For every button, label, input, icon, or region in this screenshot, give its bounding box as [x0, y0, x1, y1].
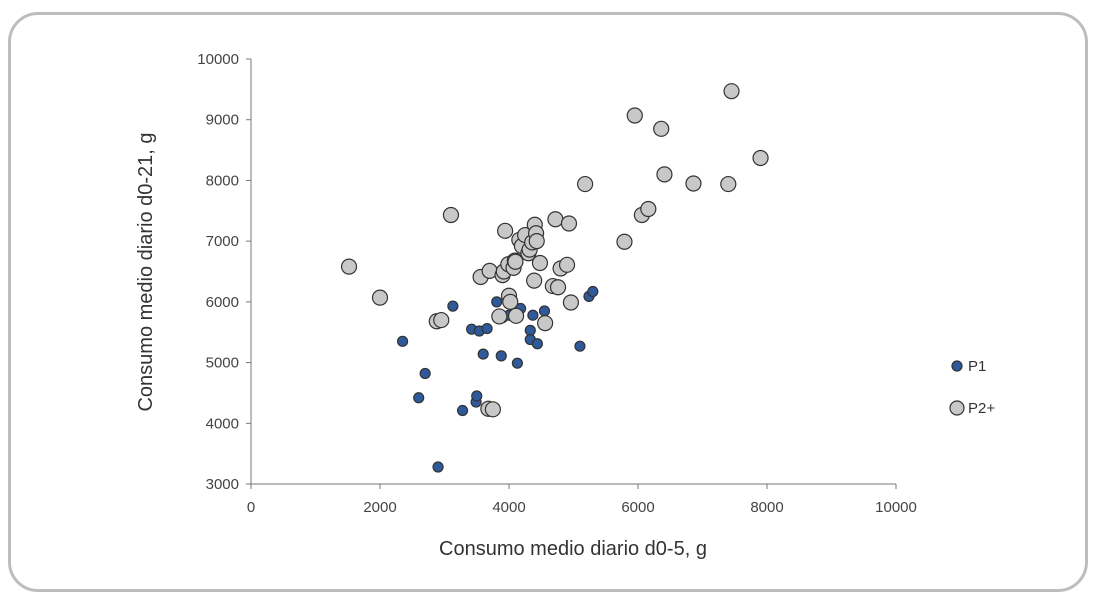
point-series-1-43	[640, 200, 657, 218]
point-series-1-41	[626, 107, 643, 124]
point-series-1-0	[340, 258, 358, 275]
point-series-1-47	[720, 175, 737, 193]
point-series-0-26	[587, 285, 599, 298]
y-tick-label: 3000	[206, 476, 239, 493]
point-series-0-13	[495, 350, 507, 362]
point-series-1-30	[531, 254, 549, 272]
legend-label-0: P1	[968, 358, 986, 375]
point-series-1-49	[752, 149, 769, 167]
point-series-0-24	[574, 340, 586, 352]
point-series-0-2	[419, 367, 431, 380]
data-points	[340, 83, 769, 473]
point-series-1-44	[653, 120, 670, 137]
x-tick-label: 2000	[363, 499, 396, 516]
y-tick-label: 8000	[206, 172, 239, 189]
legend-marker-0	[951, 360, 963, 372]
legend: P1 P2+	[949, 358, 995, 417]
x-tick-label: 4000	[492, 499, 525, 516]
point-series-0-12	[491, 296, 503, 308]
y-tick-label: 9000	[206, 112, 239, 129]
point-series-0-3	[432, 461, 444, 473]
point-series-1-12	[497, 222, 514, 239]
point-series-0-0	[396, 335, 409, 347]
point-series-0-22	[531, 338, 543, 350]
legend-label-1: P2+	[968, 400, 995, 417]
point-series-1-33	[547, 211, 564, 228]
scatter-chart: 3000 4000 5000 6000 7000 8000 9000 10000 0 2000 40…	[135, 51, 995, 560]
point-series-0-1	[413, 392, 425, 404]
y-tick-label: 10000	[197, 51, 239, 68]
point-series-1-3	[433, 311, 450, 329]
point-series-0-4	[447, 300, 459, 312]
point-series-1-45	[656, 166, 673, 183]
point-series-1-4	[442, 206, 460, 224]
y-tick-label: 7000	[206, 233, 239, 250]
point-series-0-19	[524, 324, 536, 336]
point-series-1-48	[723, 83, 740, 100]
point-series-1-34	[549, 279, 567, 296]
x-tick-label: 8000	[750, 499, 783, 516]
point-series-1-46	[685, 175, 702, 192]
point-series-0-5	[456, 404, 469, 417]
point-series-1-8	[484, 401, 501, 418]
point-series-0-11	[481, 322, 493, 335]
point-series-0-8	[471, 390, 483, 402]
y-tick-label: 6000	[206, 294, 239, 311]
point-series-1-26	[526, 272, 543, 289]
point-series-1-39	[577, 175, 594, 193]
x-tick-label: 10000	[875, 499, 917, 516]
point-series-1-38	[562, 294, 580, 311]
y-tick-label: 4000	[206, 415, 239, 432]
x-tick-label: 6000	[621, 499, 654, 516]
point-series-0-10	[477, 348, 489, 360]
x-tick-label: 0	[247, 499, 255, 516]
chart-frame	[8, 12, 1088, 592]
point-series-1-31	[537, 315, 554, 332]
x-axis-title: Consumo medio diario d0-5, g	[439, 538, 707, 560]
point-series-1-29	[528, 233, 545, 250]
point-series-1-18	[507, 253, 524, 270]
point-series-1-37	[560, 215, 578, 232]
axes: 3000 4000 5000 6000 7000 8000 9000 10000 0 2000 40…	[197, 51, 917, 516]
point-series-1-19	[507, 307, 525, 324]
point-series-1-36	[558, 256, 576, 273]
point-series-1-9	[491, 308, 508, 325]
point-series-1-15	[502, 293, 519, 310]
point-series-1-40	[616, 233, 633, 250]
y-tick-label: 5000	[206, 355, 239, 372]
point-series-0-16	[511, 357, 523, 369]
point-series-0-23	[538, 305, 551, 317]
point-series-1-1	[371, 289, 389, 306]
y-axis-title: Consumo medio diario d0-21, g	[135, 132, 157, 411]
point-series-0-21	[527, 309, 539, 321]
legend-marker-1	[949, 400, 965, 416]
